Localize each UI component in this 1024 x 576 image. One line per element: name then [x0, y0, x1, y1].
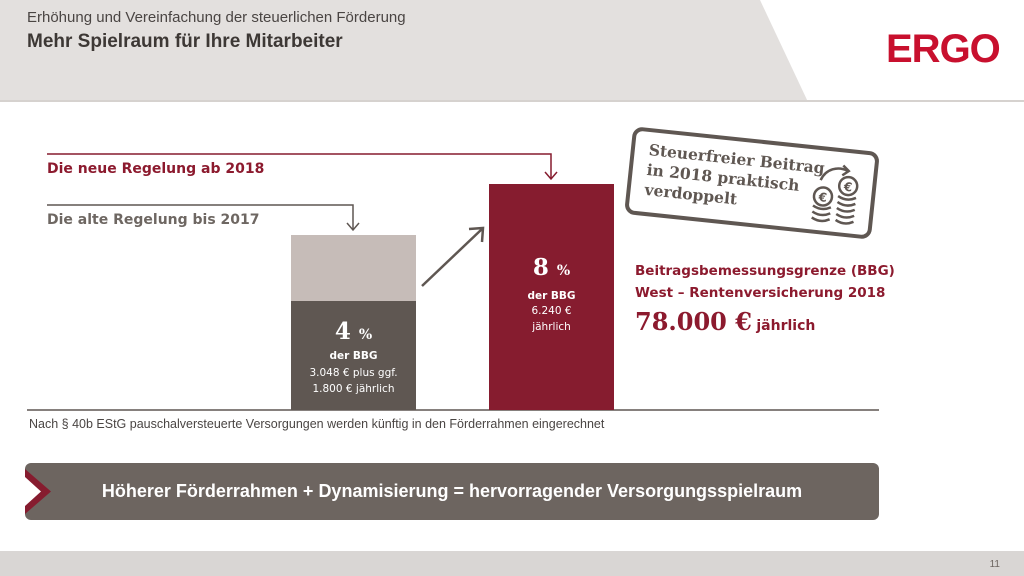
old-rule-leader-line	[47, 204, 360, 232]
footnote: Nach § 40b EStG pauschalversteuerte Vers…	[29, 417, 605, 431]
new-bar-percent: 8 %	[532, 254, 571, 281]
new-bar-of-bbg: der BBG	[527, 290, 576, 302]
new-rule-label: Die neue Regelung ab 2018	[47, 161, 265, 177]
increase-arrow-icon	[421, 226, 485, 287]
old-bar-amount-2: 1.800 € jährlich	[312, 383, 395, 395]
coins-icon: € €	[811, 164, 859, 225]
summary-banner: Höherer Förderrahmen + Dynamisierung = h…	[25, 463, 879, 520]
stamp-text: Steuerfreier Beitrag in 2018 praktisch v…	[644, 140, 826, 218]
page-number: 11	[989, 559, 1000, 570]
new-bar: 8 % der BBG 6.240 € jährlich	[489, 184, 614, 410]
old-bar-upper	[291, 235, 416, 301]
bbg-amount: 78.000 € jährlich	[635, 307, 815, 336]
new-rule-leader-line	[47, 153, 558, 181]
header-subtitle: Erhöhung und Vereinfachung der steuerlic…	[27, 9, 406, 26]
svg-text:€: €	[842, 180, 853, 195]
new-bar-amount-1: 6.240 €	[531, 305, 572, 317]
stamp-badge: Steuerfreier Beitrag in 2018 praktisch v…	[624, 126, 880, 240]
bbg-label-line2: West – Rentenversicherung 2018	[635, 285, 886, 301]
bbg-label-line1: Beitragsbemessungsgrenze (BBG)	[635, 263, 895, 279]
footer-bar: 11	[0, 551, 1024, 576]
old-rule-label: Die alte Regelung bis 2017	[47, 212, 260, 228]
header-background	[0, 0, 1024, 102]
bbg-amount-value: 78.000 €	[635, 307, 752, 336]
ergo-logo: ERGO	[886, 27, 1001, 71]
page-title: Mehr Spielraum für Ihre Mitarbeiter	[27, 31, 343, 52]
old-bar-percent: 4 %	[334, 318, 373, 345]
banner-text: Höherer Förderrahmen + Dynamisierung = h…	[101, 481, 803, 501]
old-bar-of-bbg: der BBG	[329, 350, 378, 362]
svg-text:€: €	[817, 190, 828, 205]
new-bar-amount-2: jährlich	[532, 321, 571, 333]
old-bar: 4 % der BBG 3.048 € plus ggf. 1.800 € jä…	[291, 301, 416, 410]
old-bar-amount-1: 3.048 € plus ggf.	[309, 367, 398, 379]
bbg-amount-suffix: jährlich	[756, 318, 816, 334]
banner-triangle-icon	[25, 469, 51, 514]
